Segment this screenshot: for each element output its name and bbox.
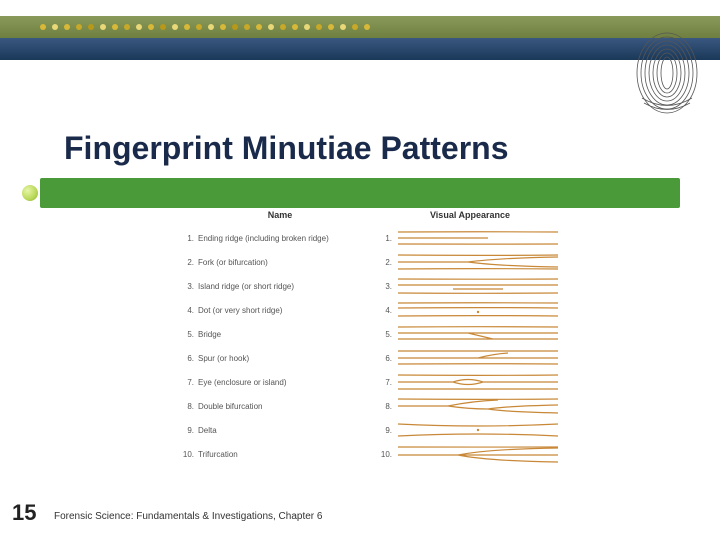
table-row: 9.Delta9.	[180, 418, 600, 442]
pattern-visual	[398, 420, 558, 440]
dot	[232, 24, 238, 30]
dot	[328, 24, 334, 30]
dot	[148, 24, 154, 30]
row-number: 10.	[180, 450, 198, 459]
dot	[112, 24, 118, 30]
dot	[340, 24, 346, 30]
table-row: 3.Island ridge (or short ridge)3.	[180, 274, 600, 298]
fingerprint-icon	[632, 28, 702, 118]
pattern-name: Fork (or bifurcation)	[198, 258, 376, 267]
page-number: 15	[12, 500, 36, 526]
table-row: 6.Spur (or hook)6.	[180, 346, 600, 370]
minutiae-table: Name Visual Appearance 1.Ending ridge (i…	[180, 210, 600, 466]
pattern-visual	[398, 444, 558, 464]
row-number: 2.	[180, 258, 198, 267]
dot	[256, 24, 262, 30]
pattern-visual	[398, 276, 558, 296]
dot	[196, 24, 202, 30]
pattern-name: Delta	[198, 426, 376, 435]
pattern-name: Trifurcation	[198, 450, 376, 459]
dot	[304, 24, 310, 30]
table-row: 5.Bridge5.	[180, 322, 600, 346]
pattern-visual	[398, 252, 558, 272]
dot	[88, 24, 94, 30]
visual-number: 1.	[376, 234, 398, 243]
pattern-visual	[398, 396, 558, 416]
table-row: 2.Fork (or bifurcation)2.	[180, 250, 600, 274]
table-row: 4.Dot (or very short ridge)4.	[180, 298, 600, 322]
row-number: 3.	[180, 282, 198, 291]
pattern-name: Dot (or very short ridge)	[198, 306, 376, 315]
pattern-name: Eye (enclosure or island)	[198, 378, 376, 387]
visual-number: 7.	[376, 378, 398, 387]
dot	[352, 24, 358, 30]
table-row: 8.Double bifurcation8.	[180, 394, 600, 418]
table-row: 1.Ending ridge (including broken ridge)1…	[180, 226, 600, 250]
pattern-name: Bridge	[198, 330, 376, 339]
banner-gradient	[0, 16, 720, 60]
pattern-name: Ending ridge (including broken ridge)	[198, 234, 376, 243]
dot	[76, 24, 82, 30]
visual-number: 5.	[376, 330, 398, 339]
row-number: 5.	[180, 330, 198, 339]
pattern-visual	[398, 300, 558, 320]
pattern-visual	[398, 228, 558, 248]
table-header: Name Visual Appearance	[180, 210, 600, 220]
pattern-name: Double bifurcation	[198, 402, 376, 411]
dot	[268, 24, 274, 30]
visual-number: 8.	[376, 402, 398, 411]
table-row: 10.Trifurcation10.	[180, 442, 600, 466]
header-visual: Visual Appearance	[380, 210, 560, 220]
pattern-visual	[398, 372, 558, 392]
accent-bar	[40, 178, 680, 208]
row-number: 8.	[180, 402, 198, 411]
row-number: 9.	[180, 426, 198, 435]
row-number: 6.	[180, 354, 198, 363]
row-number: 7.	[180, 378, 198, 387]
decorative-dots	[40, 24, 370, 30]
visual-number: 2.	[376, 258, 398, 267]
dot	[184, 24, 190, 30]
header-name: Name	[180, 210, 380, 220]
footer-text: Forensic Science: Fundamentals & Investi…	[54, 511, 322, 522]
top-banner	[0, 0, 720, 78]
slide-title: Fingerprint Minutiae Patterns	[64, 130, 508, 167]
pattern-visual	[398, 348, 558, 368]
dot	[220, 24, 226, 30]
dot	[208, 24, 214, 30]
visual-number: 4.	[376, 306, 398, 315]
visual-number: 9.	[376, 426, 398, 435]
row-number: 1.	[180, 234, 198, 243]
dot	[280, 24, 286, 30]
dot	[292, 24, 298, 30]
dot	[124, 24, 130, 30]
dot	[316, 24, 322, 30]
visual-number: 10.	[376, 450, 398, 459]
dot	[136, 24, 142, 30]
dot	[52, 24, 58, 30]
pattern-name: Island ridge (or short ridge)	[198, 282, 376, 291]
row-number: 4.	[180, 306, 198, 315]
dot	[244, 24, 250, 30]
table-row: 7.Eye (enclosure or island)7.	[180, 370, 600, 394]
dot	[364, 24, 370, 30]
visual-number: 3.	[376, 282, 398, 291]
pattern-visual	[398, 324, 558, 344]
dot	[172, 24, 178, 30]
dot	[40, 24, 46, 30]
dot	[160, 24, 166, 30]
visual-number: 6.	[376, 354, 398, 363]
pattern-name: Spur (or hook)	[198, 354, 376, 363]
dot	[100, 24, 106, 30]
dot	[64, 24, 70, 30]
